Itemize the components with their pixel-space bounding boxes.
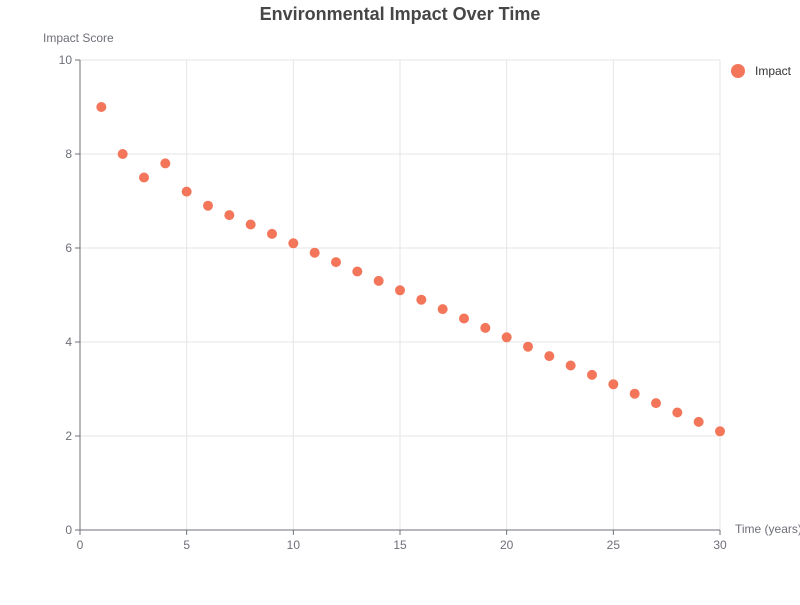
data-point[interactable] <box>416 294 427 305</box>
legend-entry-impact: Impact <box>755 64 792 78</box>
data-point[interactable] <box>629 388 640 399</box>
data-point[interactable] <box>373 275 384 286</box>
grid-lines <box>80 59 721 530</box>
y-tick-label: 4 <box>65 335 72 349</box>
data-point[interactable] <box>352 266 363 277</box>
data-point[interactable] <box>181 186 192 197</box>
data-point[interactable] <box>501 332 512 343</box>
data-point[interactable] <box>437 304 448 315</box>
y-tick-label: 2 <box>65 429 72 443</box>
y-axis-label: Impact Score <box>43 31 114 45</box>
x-tick-label: 15 <box>393 538 407 552</box>
data-point[interactable] <box>651 398 661 409</box>
x-tick-label: 30 <box>713 538 727 552</box>
legend-marker <box>731 64 745 78</box>
y-tick-label: 10 <box>59 53 73 67</box>
data-point[interactable] <box>608 379 619 390</box>
y-tick-label: 0 <box>65 523 72 537</box>
data-point[interactable] <box>203 200 213 211</box>
data-point[interactable] <box>523 341 533 352</box>
x-tick-labels: 0 5 10 15 20 25 30 <box>77 530 727 552</box>
data-point[interactable] <box>587 369 597 380</box>
x-tick-label: 5 <box>183 538 190 552</box>
data-point[interactable] <box>693 416 704 427</box>
data-point[interactable] <box>96 102 107 112</box>
x-tick-label: 10 <box>287 538 301 552</box>
data-point[interactable] <box>565 360 576 371</box>
data-point[interactable] <box>245 219 256 230</box>
data-point[interactable] <box>480 322 491 333</box>
data-point[interactable] <box>395 285 405 296</box>
x-tick-label: 0 <box>77 538 84 552</box>
x-tick-label: 25 <box>607 538 621 552</box>
y-tick-label: 8 <box>65 147 72 161</box>
chart-title: Environmental Impact Over Time <box>260 4 541 24</box>
data-point[interactable] <box>715 426 725 437</box>
data-point[interactable] <box>160 158 171 169</box>
data-point[interactable] <box>309 247 320 258</box>
data-point[interactable] <box>459 313 469 324</box>
data-point[interactable] <box>331 257 341 268</box>
x-axis-label: Time (years) <box>735 522 800 536</box>
y-tick-label: 6 <box>65 241 72 255</box>
data-point[interactable] <box>288 238 299 249</box>
data-point[interactable] <box>672 407 683 418</box>
data-point[interactable] <box>267 228 277 239</box>
data-point[interactable] <box>544 351 555 362</box>
legend[interactable]: Impact <box>731 64 792 78</box>
y-tick-labels: 0 2 4 6 8 10 <box>59 53 80 537</box>
data-point[interactable] <box>117 149 128 159</box>
data-point[interactable] <box>139 172 149 183</box>
data-point[interactable] <box>224 210 235 221</box>
x-tick-label: 20 <box>500 538 514 552</box>
data-points <box>96 102 725 437</box>
